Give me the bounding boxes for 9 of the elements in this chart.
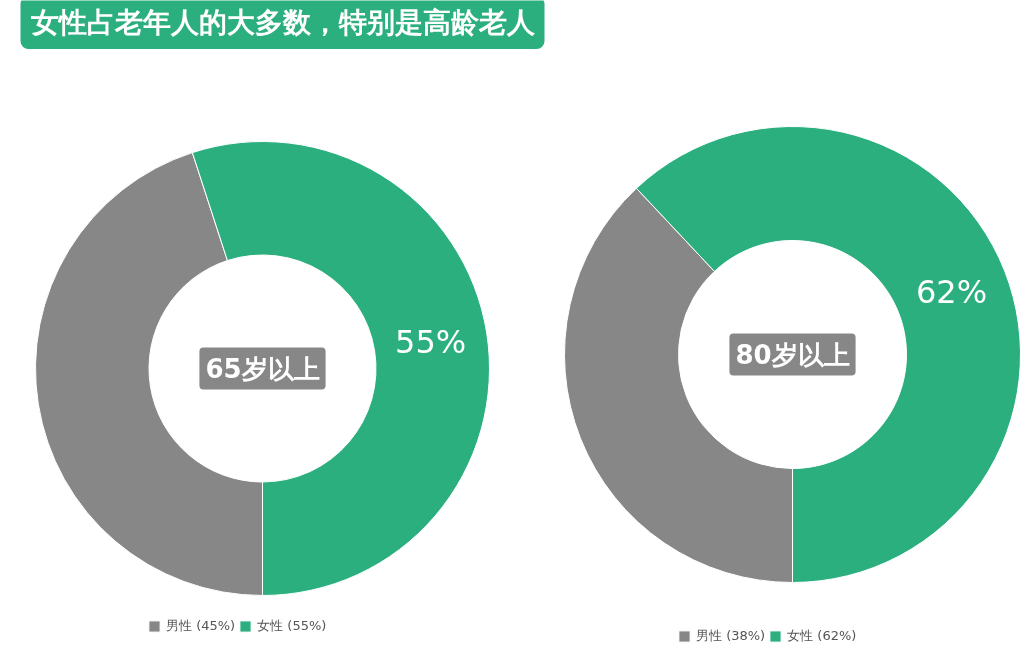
data-label: 55% [395, 322, 467, 361]
text: 80岁以上 [735, 339, 850, 370]
text: 65岁以上 [205, 353, 320, 384]
legend-label: 女性 (55%) [257, 617, 327, 635]
legend-label: 男性 (45%) [166, 617, 236, 635]
chart-title: 女性占老年人的大多数，特别是高龄老人 [29, 6, 536, 39]
legend-label: 男性 (38%) [696, 627, 766, 645]
data-label: 62% [915, 272, 988, 311]
legend-label: 女性 (62%) [787, 627, 857, 645]
